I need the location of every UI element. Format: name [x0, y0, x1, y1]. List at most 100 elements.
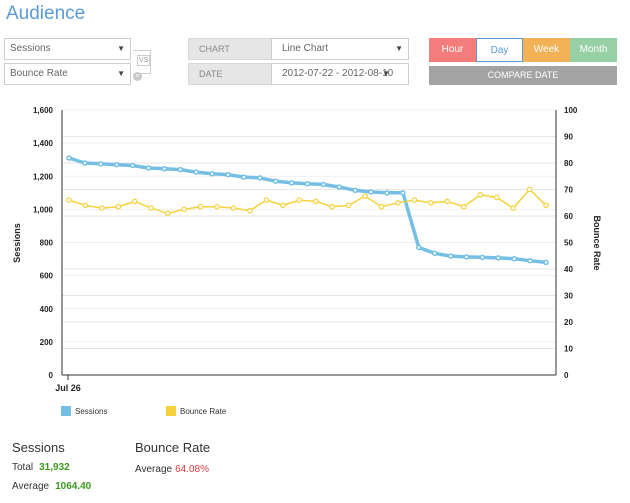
bounce-rate-average-value: 64.08%: [175, 464, 209, 475]
week-button[interactable]: Week: [523, 38, 570, 62]
data-point-bounce-rate: [197, 203, 204, 210]
data-point-bounce-rate: [247, 207, 253, 214]
sessions-average-label: Average: [12, 481, 50, 492]
data-point-bounce-rate: [444, 198, 451, 205]
data-point-sessions: [193, 169, 199, 175]
data-point-sessions: [209, 171, 215, 177]
y-tick-label-right: 30: [564, 292, 573, 301]
y-tick-label-right: 80: [564, 159, 573, 168]
chevron-down-icon: ▼: [395, 44, 403, 53]
y-tick-label-left: 1,600: [33, 106, 54, 115]
chart-type-select[interactable]: Line Chart ▼: [271, 38, 409, 60]
y-tick-label-right: 0: [564, 371, 569, 380]
primary-metric-value: Sessions: [10, 43, 51, 54]
data-point-sessions: [463, 254, 470, 260]
secondary-metric-select[interactable]: Bounce Rate ▼: [4, 63, 131, 85]
page-title: Audience: [6, 3, 86, 24]
legend-item-bounce-rate[interactable]: Bounce Rate: [166, 406, 226, 416]
date-range-select[interactable]: 2012-07-22 - 2012-08-10 ▼: [271, 63, 409, 85]
data-point-bounce-rate: [263, 197, 270, 203]
sessions-summary-title: Sessions: [12, 440, 65, 455]
y-axis-right-label: Bounce Rate: [592, 215, 602, 270]
data-point-sessions: [225, 171, 231, 178]
data-point-bounce-rate: [214, 203, 220, 210]
y-tick-label-right: 10: [564, 345, 573, 354]
data-point-bounce-rate: [66, 197, 72, 203]
bounce-rate-summary-title: Bounce Rate: [135, 440, 211, 455]
secondary-metric-value: Bounce Rate: [10, 68, 68, 79]
legend-swatch: [61, 406, 71, 416]
line-chart: 0 200 400 600 800 1,000 1,200 1,400 1,600 0 10 20 3…: [12, 106, 602, 393]
data-point-bounce-rate: [510, 205, 516, 211]
data-point-bounce-rate: [395, 199, 401, 206]
y-tick-label-left: 1,400: [33, 139, 54, 148]
data-point-bounce-rate: [378, 203, 385, 210]
compare-date-button[interactable]: COMPARE DATE: [429, 66, 617, 85]
data-point-sessions: [241, 174, 247, 180]
y-tick-label-right: 60: [564, 212, 573, 221]
data-point-bounce-rate: [329, 203, 335, 210]
sessions-average: Average 1064.40: [12, 481, 91, 492]
y-tick-label-left: 1,000: [33, 205, 54, 214]
hour-button[interactable]: Hour: [429, 38, 476, 62]
data-point-bounce-rate: [526, 186, 533, 193]
legend-item-sessions[interactable]: Sessions: [61, 406, 107, 416]
chevron-down-icon: ▼: [382, 69, 390, 78]
data-point-sessions: [129, 162, 136, 169]
bounce-rate-average-label: Average: [135, 464, 173, 475]
legend-swatch: [166, 406, 176, 416]
close-icon[interactable]: ×: [133, 72, 142, 81]
data-point-sessions: [400, 190, 406, 196]
data-point-bounce-rate: [460, 203, 467, 210]
data-point-bounce-rate: [428, 199, 434, 206]
data-point-bounce-rate: [230, 205, 237, 211]
data-point-bounce-rate: [181, 206, 187, 213]
data-point-bounce-rate: [280, 202, 286, 209]
y-tick-label-right: 40: [564, 265, 573, 274]
data-point-bounce-rate: [148, 205, 155, 211]
legend-label: Sessions: [75, 407, 108, 416]
series-line-bounce-rate: [68, 188, 547, 215]
data-point-bounce-rate: [99, 205, 105, 211]
data-point-sessions: [257, 175, 263, 181]
data-point-sessions: [368, 189, 374, 195]
data-point-sessions: [416, 244, 422, 251]
sessions-total-value: 31,932: [39, 462, 70, 473]
data-point-bounce-rate: [411, 197, 418, 203]
y-tick-label-right: 20: [564, 318, 573, 327]
data-point-sessions: [320, 181, 327, 188]
y-tick-label-left: 800: [40, 239, 54, 248]
y-tick-label-left: 0: [49, 371, 54, 380]
series-line-sessions: [68, 156, 547, 265]
y-tick-label-left: 400: [40, 305, 54, 314]
data-point-bounce-rate: [477, 192, 484, 198]
data-point-sessions: [113, 161, 120, 168]
y-tick-label-right: 90: [564, 133, 573, 142]
day-button[interactable]: Day: [476, 38, 523, 62]
month-button[interactable]: Month: [570, 38, 617, 62]
data-point-sessions: [384, 190, 390, 196]
data-point-bounce-rate: [345, 202, 352, 209]
sessions-total-label: Total: [12, 462, 34, 473]
chevron-down-icon: ▼: [117, 69, 125, 78]
data-point-sessions: [352, 187, 358, 194]
data-point-bounce-rate: [312, 198, 319, 205]
data-point-sessions: [527, 257, 533, 264]
data-point-sessions: [66, 155, 72, 161]
primary-metric-select[interactable]: Sessions ▼: [4, 38, 131, 60]
chart-type-value: Line Chart: [282, 43, 329, 54]
data-point-sessions: [82, 160, 88, 166]
data-point-bounce-rate: [82, 202, 89, 209]
data-point-sessions: [495, 255, 502, 261]
data-point-sessions: [304, 180, 311, 187]
data-point-sessions: [161, 166, 168, 172]
data-point-sessions: [272, 178, 279, 184]
chevron-down-icon: ▼: [117, 44, 125, 53]
sessions-average-value: 1064.40: [55, 481, 92, 492]
data-point-bounce-rate: [493, 194, 500, 201]
data-point-sessions: [447, 253, 454, 259]
legend-label: Bounce Rate: [180, 407, 227, 416]
data-point-bounce-rate: [362, 193, 368, 199]
data-point-sessions: [511, 255, 517, 262]
x-tick-label: Jul 26: [55, 383, 81, 393]
